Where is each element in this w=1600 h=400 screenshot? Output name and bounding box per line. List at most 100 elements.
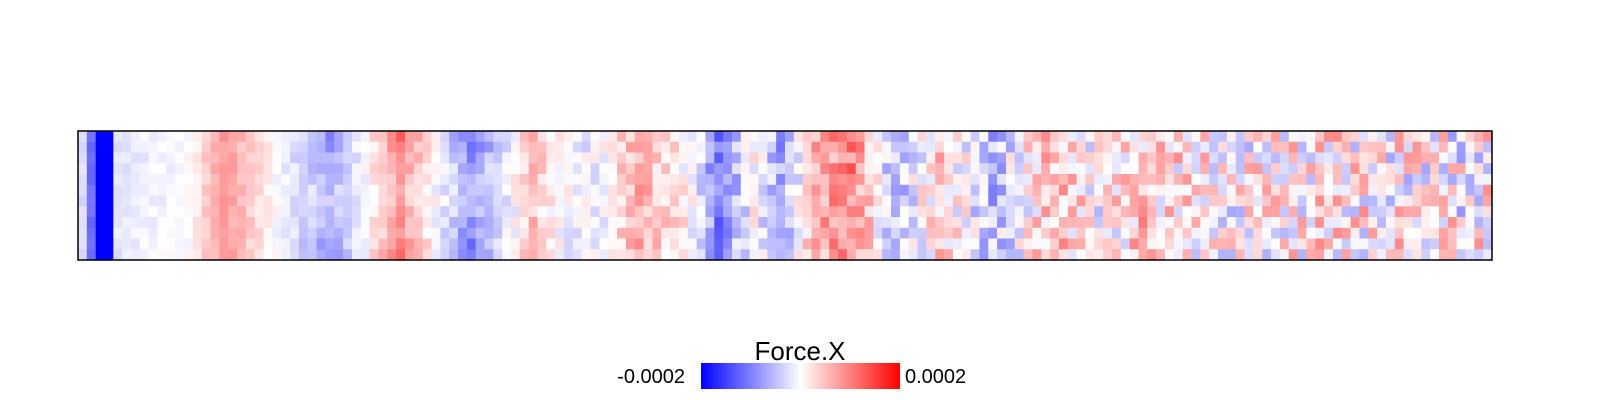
heatmap-cell xyxy=(1385,238,1396,250)
heatmap-cell xyxy=(970,249,981,261)
heatmap-cell xyxy=(157,174,167,186)
heatmap-cell xyxy=(219,141,229,154)
heatmap-cell xyxy=(979,249,989,261)
heatmap-cell xyxy=(1262,195,1272,207)
heatmap-cell xyxy=(290,184,300,197)
heatmap-cell xyxy=(1385,131,1396,143)
heatmap-cell xyxy=(131,184,141,197)
heatmap-cell xyxy=(1262,152,1272,164)
heatmap-cell xyxy=(678,131,689,143)
heatmap-cell xyxy=(298,184,309,197)
heatmap-cell xyxy=(1014,174,1025,186)
heatmap-cell xyxy=(758,174,768,186)
heatmap-cell xyxy=(1218,249,1228,261)
heatmap-cell xyxy=(1050,141,1060,154)
heatmap-cell xyxy=(1120,249,1131,261)
heatmap-cell xyxy=(1023,227,1034,240)
heatmap-cell xyxy=(1138,206,1148,218)
heatmap-cell xyxy=(449,152,459,164)
heatmap-cell xyxy=(935,227,945,240)
heatmap-cell xyxy=(281,195,291,207)
heatmap-cell xyxy=(1103,249,1113,261)
heatmap-cell xyxy=(970,227,981,240)
heatmap-cell xyxy=(1377,141,1387,154)
heatmap-cell xyxy=(970,174,981,186)
heatmap-cell xyxy=(1279,206,1290,218)
heatmap-cell xyxy=(864,184,874,197)
heatmap-cell xyxy=(687,152,698,164)
heatmap-cell xyxy=(678,152,689,164)
heatmap-cell xyxy=(961,163,972,175)
heatmap-cell xyxy=(670,206,680,218)
heatmap-cell xyxy=(104,227,114,240)
heatmap-cell xyxy=(1359,238,1369,250)
heatmap-cell xyxy=(298,174,309,186)
heatmap-cell xyxy=(1359,131,1369,143)
heatmap-cell xyxy=(1456,152,1467,164)
heatmap-cell xyxy=(1447,184,1458,197)
heatmap-cell xyxy=(1103,227,1113,240)
heatmap-cell xyxy=(1032,249,1042,261)
heatmap-cell xyxy=(1403,238,1414,250)
heatmap-cell xyxy=(661,238,671,250)
heatmap-cell xyxy=(1368,238,1378,250)
heatmap-cell xyxy=(1447,249,1458,261)
heatmap-cell xyxy=(307,184,318,197)
heatmap-cell xyxy=(237,227,247,240)
heatmap-cell xyxy=(272,217,282,229)
heatmap-cell xyxy=(1165,174,1175,186)
heatmap-cell xyxy=(404,152,415,164)
heatmap-cell xyxy=(166,152,176,164)
heatmap-cell xyxy=(572,238,583,250)
heatmap-cell xyxy=(139,152,150,164)
heatmap-cell xyxy=(422,141,433,154)
heatmap-cell xyxy=(1058,163,1069,175)
heatmap-cell xyxy=(678,217,689,229)
heatmap-cell xyxy=(1253,163,1263,175)
heatmap-cell xyxy=(166,206,176,218)
heatmap-cell xyxy=(705,141,715,154)
heatmap-cell xyxy=(1306,141,1316,154)
heatmap-cell xyxy=(731,131,742,143)
heatmap-cell xyxy=(997,249,1007,261)
heatmap-cell xyxy=(1421,206,1431,218)
heatmap-cell xyxy=(307,238,318,250)
heatmap-cell xyxy=(811,141,821,154)
heatmap-cell xyxy=(78,206,88,218)
heatmap-cell xyxy=(351,141,362,154)
heatmap-cell xyxy=(979,238,989,250)
heatmap-cell xyxy=(1447,152,1458,164)
heatmap-cell xyxy=(502,131,512,143)
heatmap-cell xyxy=(1050,249,1060,261)
heatmap-cell xyxy=(484,141,494,154)
heatmap-cell xyxy=(838,184,848,197)
heatmap-cell xyxy=(192,249,203,261)
heatmap-cell xyxy=(740,227,751,240)
heatmap-cell xyxy=(228,195,238,207)
heatmap-cell xyxy=(360,206,371,218)
heatmap-cell xyxy=(891,195,901,207)
heatmap-cell xyxy=(502,174,512,186)
heatmap-cell xyxy=(1041,141,1051,154)
heatmap-cell xyxy=(1226,141,1237,154)
heatmap-cell xyxy=(785,184,795,197)
heatmap-cell xyxy=(926,174,936,186)
heatmap-cell xyxy=(670,227,680,240)
heatmap-cell xyxy=(537,131,547,143)
heatmap-cell xyxy=(1191,195,1201,207)
heatmap-cell xyxy=(316,238,327,250)
heatmap-cell xyxy=(351,163,362,175)
heatmap-cell xyxy=(935,163,945,175)
heatmap-cell xyxy=(802,184,813,197)
heatmap-cell xyxy=(113,227,123,240)
heatmap-cell xyxy=(625,217,636,229)
heatmap-cell xyxy=(899,163,910,175)
heatmap-cell xyxy=(564,152,574,164)
heatmap-cell xyxy=(1014,195,1025,207)
heatmap-cell xyxy=(820,227,830,240)
heatmap-cell xyxy=(139,238,150,250)
heatmap-cell xyxy=(378,238,388,250)
heatmap-cell xyxy=(793,249,804,261)
heatmap-cell xyxy=(1041,131,1051,143)
heatmap-cell xyxy=(829,152,839,164)
